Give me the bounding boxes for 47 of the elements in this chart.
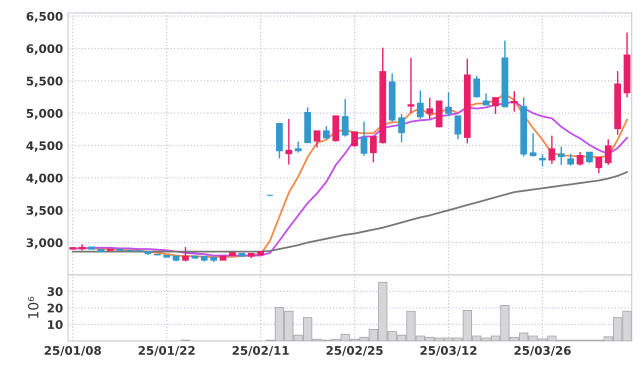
candlestick <box>445 92 452 118</box>
candlestick <box>408 57 414 114</box>
candlestick <box>454 115 462 140</box>
candlestick <box>558 146 565 166</box>
candlestick <box>567 153 574 166</box>
candlestick <box>539 154 546 168</box>
y-tick-label: 5,000 <box>26 108 63 120</box>
y-tick-label: 6,500 <box>26 12 63 22</box>
candlestick <box>595 156 602 174</box>
candlestick <box>482 92 490 106</box>
x-tick-label: 25/03/12 <box>420 346 476 356</box>
y-tick-label: 20 <box>48 304 63 313</box>
x-tick-label: 25/01/08 <box>44 346 101 356</box>
candlestick <box>492 96 499 115</box>
candlestick <box>342 98 349 138</box>
line-series <box>72 171 628 253</box>
x-tick-label: 25/01/22 <box>138 346 195 356</box>
candlestick <box>426 96 434 120</box>
candlestick <box>370 136 377 163</box>
y-tick-label: 10 <box>48 320 63 330</box>
candlestick <box>576 151 584 166</box>
y-tick-label: 3,500 <box>26 206 63 216</box>
candlestick <box>294 140 302 154</box>
candlestick <box>530 132 536 158</box>
y-tick-label: 4,000 <box>26 174 63 184</box>
candlestick <box>473 75 480 98</box>
candlestick <box>323 125 330 140</box>
y-tick-label: 5,500 <box>26 76 63 87</box>
candlestick <box>604 138 612 166</box>
candlestick <box>510 90 518 112</box>
candlestick <box>360 120 368 157</box>
candlestick <box>314 130 320 148</box>
y-axis-title: 10⁶ <box>28 296 39 318</box>
x-tick-label: 25/02/25 <box>326 346 383 356</box>
candlestick <box>548 134 556 165</box>
candlestick <box>416 90 424 120</box>
candlestick <box>285 118 292 166</box>
candlestick <box>182 246 189 262</box>
candlestick <box>586 151 593 164</box>
y-tick-label: 3,000 <box>26 238 63 249</box>
y-tick-label: 4,500 <box>26 141 63 152</box>
x-tick-label: 25/03/26 <box>514 346 571 356</box>
candlestick <box>398 113 405 143</box>
candlestick <box>351 131 358 148</box>
x-tick-label: 25/02/11 <box>232 346 289 356</box>
y-tick-label: 6,000 <box>26 44 63 55</box>
y-tick-label: 30 <box>48 287 63 296</box>
